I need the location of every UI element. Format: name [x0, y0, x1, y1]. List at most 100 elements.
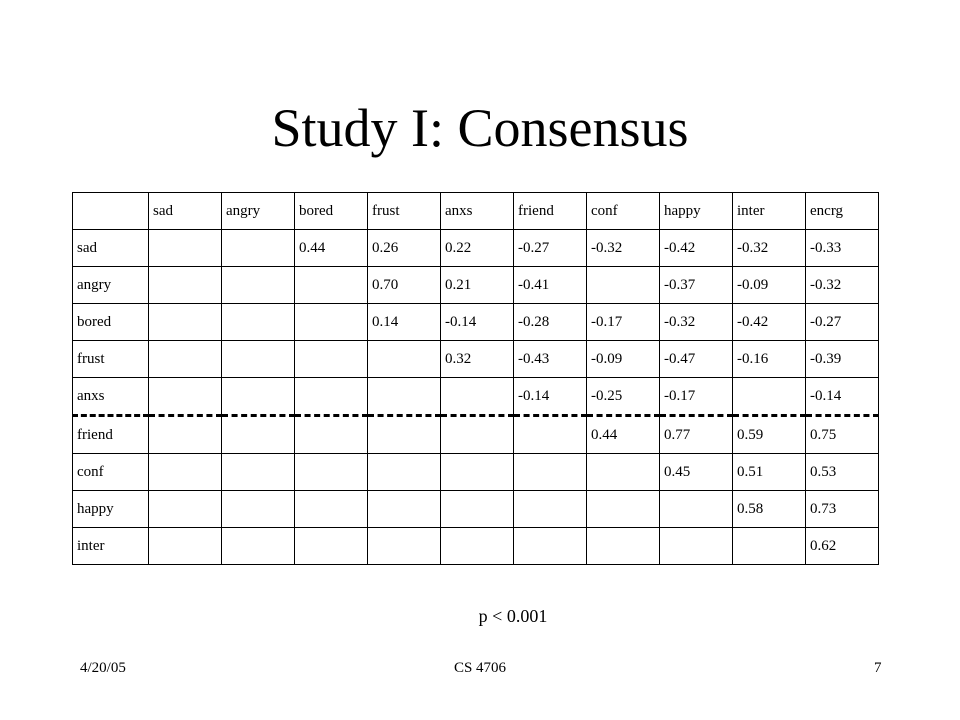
table-cell [513, 414, 587, 454]
row-header-frust: frust [72, 340, 149, 378]
table-cell: -0.32 [586, 229, 660, 267]
table-cell: -0.37 [659, 266, 733, 304]
row-header-anxs: anxs [72, 377, 149, 416]
column-header-sad: sad [148, 192, 222, 230]
table-cell: -0.14 [805, 377, 879, 416]
significance-note: p < 0.001 [478, 606, 548, 626]
table-cell: 0.62 [805, 527, 879, 565]
table-cell [513, 490, 587, 528]
table-cell [440, 453, 514, 491]
table-cell [148, 453, 222, 491]
table-cell [367, 453, 441, 491]
column-header-anxs: anxs [440, 192, 514, 230]
table-cell [148, 340, 222, 378]
table-cell: 0.45 [659, 453, 733, 491]
table-cell [294, 303, 368, 341]
table-cell [586, 490, 660, 528]
table-cell: -0.43 [513, 340, 587, 378]
table-cell [294, 414, 368, 454]
table-cell: -0.41 [513, 266, 587, 304]
table-cell: 0.75 [805, 414, 879, 454]
table-cell [148, 266, 222, 304]
table-header-row: sad angry bored frust anxs friend conf happy int… [72, 192, 879, 230]
table-cell [659, 527, 733, 565]
table-cell: -0.25 [586, 377, 660, 416]
table-cell [367, 527, 441, 565]
table-cell [148, 229, 222, 267]
table-row: sad 0.44 0.26 0.22 -0.27 -0.32 -0.42 -0.32 -0.33 [72, 229, 879, 267]
column-header-frust: frust [367, 192, 441, 230]
table-cell: 0.70 [367, 266, 441, 304]
table-cell: 0.53 [805, 453, 879, 491]
table-cell [148, 527, 222, 565]
table-cell: -0.17 [659, 377, 733, 416]
table-cell [148, 303, 222, 341]
slide-title: Study I: Consensus [271, 98, 689, 158]
table-cell [586, 266, 660, 304]
table-cell: 0.22 [440, 229, 514, 267]
table-cell: 0.58 [732, 490, 806, 528]
column-header-friend: friend [513, 192, 587, 230]
table-cell [148, 414, 222, 454]
column-header-inter: inter [732, 192, 806, 230]
table-cell: 0.21 [440, 266, 514, 304]
column-header-conf: conf [586, 192, 660, 230]
row-header-bored: bored [72, 303, 149, 341]
table-cell: -0.28 [513, 303, 587, 341]
table-cell [513, 527, 587, 565]
table-cell [440, 414, 514, 454]
column-header-angry: angry [221, 192, 295, 230]
table-cell: -0.32 [659, 303, 733, 341]
table-cell [221, 340, 295, 378]
table-cell [586, 453, 660, 491]
table-cell: -0.42 [732, 303, 806, 341]
footer-date: 4/20/05 [80, 660, 126, 676]
footer-page-number: 7 [874, 660, 882, 676]
column-header-encrg: encrg [805, 192, 879, 230]
table-cell [294, 490, 368, 528]
table-cell: -0.42 [659, 229, 733, 267]
table-cell [294, 340, 368, 378]
table-cell: 0.14 [367, 303, 441, 341]
table-cell: -0.39 [805, 340, 879, 378]
table-cell [367, 490, 441, 528]
footer-course: CS 4706 [453, 660, 507, 676]
table-cell: -0.33 [805, 229, 879, 267]
table-cell [294, 527, 368, 565]
table-cell: 0.32 [440, 340, 514, 378]
table-cell: -0.14 [513, 377, 587, 416]
table-cell: 0.44 [294, 229, 368, 267]
table-cell [221, 303, 295, 341]
table-cell [221, 490, 295, 528]
table-cell [367, 377, 441, 416]
row-header-angry: angry [72, 266, 149, 304]
table-cell [440, 490, 514, 528]
table-cell: -0.09 [586, 340, 660, 378]
table-cell: -0.32 [732, 229, 806, 267]
row-header-sad: sad [72, 229, 149, 267]
table-cell: 0.44 [586, 414, 660, 454]
table-cell: -0.14 [440, 303, 514, 341]
table-cell: -0.09 [732, 266, 806, 304]
table-cell [294, 453, 368, 491]
table-cell [732, 527, 806, 565]
table-cell: 0.51 [732, 453, 806, 491]
table-row: frust 0.32 -0.43 -0.09 -0.47 -0.16 -0.39 [72, 340, 879, 378]
table-row: bored 0.14 -0.14 -0.28 -0.17 -0.32 -0.42 -0.27 [72, 303, 879, 341]
table-cell [221, 377, 295, 416]
table-cell [513, 453, 587, 491]
table-cell [221, 527, 295, 565]
table-corner-cell [72, 192, 149, 230]
table-cell: -0.17 [586, 303, 660, 341]
table-cell: -0.47 [659, 340, 733, 378]
table-cell: -0.27 [805, 303, 879, 341]
row-header-inter: inter [72, 527, 149, 565]
table-cell [367, 414, 441, 454]
table-cell [148, 490, 222, 528]
correlation-table: sad angry bored frust anxs friend conf happy int… [72, 192, 879, 565]
table-cell: -0.16 [732, 340, 806, 378]
table-cell: 0.73 [805, 490, 879, 528]
table-cell [440, 527, 514, 565]
table-row: friend 0.44 0.77 0.59 0.75 [72, 414, 879, 454]
table-row: conf 0.45 0.51 0.53 [72, 453, 879, 491]
